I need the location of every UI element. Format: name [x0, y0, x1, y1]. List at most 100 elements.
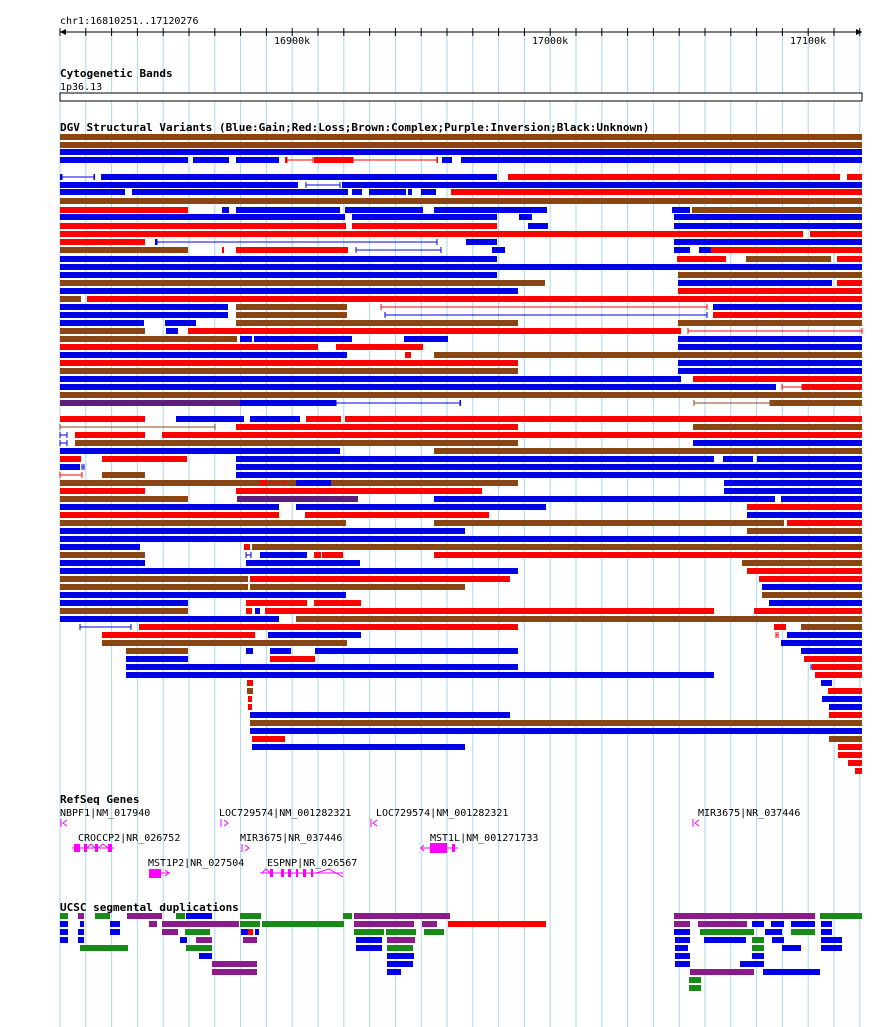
segdup-block[interactable] — [752, 945, 764, 951]
segdup-block[interactable] — [821, 945, 842, 951]
segdup-block[interactable] — [820, 913, 862, 919]
gene-exon[interactable] — [288, 869, 291, 877]
variant-bar[interactable] — [699, 247, 711, 253]
variant-bar[interactable] — [270, 656, 315, 662]
variant-bar[interactable] — [337, 480, 518, 486]
segdup-block[interactable] — [448, 921, 546, 927]
segdup-block[interactable] — [199, 953, 212, 959]
variant-bar[interactable] — [837, 256, 862, 262]
variant-bar[interactable] — [246, 560, 360, 566]
variant-bar[interactable] — [434, 496, 775, 502]
variant-bar[interactable] — [139, 624, 518, 630]
variant-bar[interactable] — [255, 608, 260, 614]
variant-bar[interactable] — [250, 584, 465, 590]
segdup-block[interactable] — [176, 913, 185, 919]
variant-bar[interactable] — [60, 272, 497, 278]
variant-bar[interactable] — [75, 432, 145, 438]
variant-bar[interactable] — [60, 360, 518, 366]
segdup-block[interactable] — [196, 937, 212, 943]
segdup-block[interactable] — [78, 929, 84, 935]
variant-bar[interactable] — [60, 247, 188, 253]
variant-bar[interactable] — [60, 328, 145, 334]
variant-bar[interactable] — [132, 189, 348, 195]
segdup-block[interactable] — [674, 921, 690, 927]
variant-bar[interactable] — [306, 416, 341, 422]
segdup-block[interactable] — [821, 929, 832, 935]
variant-bar[interactable] — [236, 320, 518, 326]
segdup-block[interactable] — [240, 921, 260, 927]
variant-bar[interactable] — [742, 560, 862, 566]
variant-bar[interactable] — [296, 504, 546, 510]
variant-bar[interactable] — [270, 648, 291, 654]
segdup-block[interactable] — [387, 945, 413, 951]
variant-bar[interactable] — [252, 736, 285, 742]
variant-bar[interactable] — [829, 712, 862, 718]
variant-bar[interactable] — [102, 632, 255, 638]
segdup-block[interactable] — [80, 921, 84, 927]
variant-bar[interactable] — [60, 280, 545, 286]
variant-bar[interactable] — [762, 592, 862, 598]
variant-bar[interactable] — [75, 440, 518, 446]
variant-bar[interactable] — [60, 528, 465, 534]
variant-bar[interactable] — [244, 544, 250, 550]
variant-bar[interactable] — [678, 288, 862, 294]
variant-bar[interactable] — [236, 157, 279, 163]
variant-bar[interactable] — [769, 600, 862, 606]
variant-bar[interactable] — [60, 214, 345, 220]
variant-bar[interactable] — [674, 239, 862, 245]
variant-bar[interactable] — [240, 336, 252, 342]
variant-bar[interactable] — [747, 504, 862, 510]
variant-bar[interactable] — [305, 512, 489, 518]
segdup-block[interactable] — [80, 945, 128, 951]
variant-bar[interactable] — [60, 496, 188, 502]
segdup-block[interactable] — [763, 969, 820, 975]
variant-bar[interactable] — [60, 231, 803, 237]
variant-bar[interactable] — [674, 247, 690, 253]
variant-bar[interactable] — [434, 448, 862, 454]
variant-bar[interactable] — [352, 189, 362, 195]
variant-bar[interactable] — [723, 456, 753, 462]
variant-bar[interactable] — [260, 552, 307, 558]
variant-bar[interactable] — [60, 480, 518, 486]
segdup-block[interactable] — [186, 945, 212, 951]
variant-bar[interactable] — [724, 488, 862, 494]
variant-bar[interactable] — [460, 400, 461, 406]
variant-bar[interactable] — [60, 149, 862, 155]
segdup-block[interactable] — [60, 929, 68, 935]
variant-bar[interactable] — [60, 174, 62, 180]
variant-bar[interactable] — [60, 456, 81, 462]
variant-bar[interactable] — [674, 223, 862, 229]
variant-bar[interactable] — [408, 189, 412, 195]
segdup-block[interactable] — [240, 913, 261, 919]
variant-bar[interactable] — [770, 400, 862, 406]
variant-bar[interactable] — [254, 336, 352, 342]
variant-bar[interactable] — [126, 656, 188, 662]
segdup-block[interactable] — [675, 937, 690, 943]
gene-exon[interactable] — [430, 843, 447, 853]
variant-bar[interactable] — [60, 320, 144, 326]
variant-bar[interactable] — [315, 648, 518, 654]
variant-bar[interactable] — [60, 584, 248, 590]
segdup-block[interactable] — [422, 921, 437, 927]
variant-bar[interactable] — [848, 760, 862, 766]
variant-bar[interactable] — [672, 207, 690, 213]
segdup-block[interactable] — [149, 921, 157, 927]
segdup-block[interactable] — [212, 969, 257, 975]
variant-bar[interactable] — [434, 352, 862, 358]
cytoband-bar[interactable] — [59, 92, 863, 102]
variant-bar[interactable] — [126, 672, 714, 678]
variant-bar[interactable] — [60, 336, 237, 342]
segdup-block[interactable] — [387, 953, 414, 959]
variant-bar[interactable] — [421, 189, 436, 195]
variant-bar[interactable] — [801, 648, 862, 654]
variant-bar[interactable] — [787, 520, 862, 526]
variant-bar[interactable] — [314, 552, 321, 558]
variant-bar[interactable] — [60, 207, 188, 213]
ruler[interactable]: chr1:16810251..17120276 16900k 17000k 17… — [59, 16, 862, 47]
segdup-block[interactable] — [241, 929, 248, 935]
variant-bar[interactable] — [678, 320, 862, 326]
variant-bar[interactable] — [60, 552, 145, 558]
variant-bar[interactable] — [693, 440, 862, 446]
variant-bar[interactable] — [60, 368, 518, 374]
variant-bar[interactable] — [678, 336, 862, 342]
